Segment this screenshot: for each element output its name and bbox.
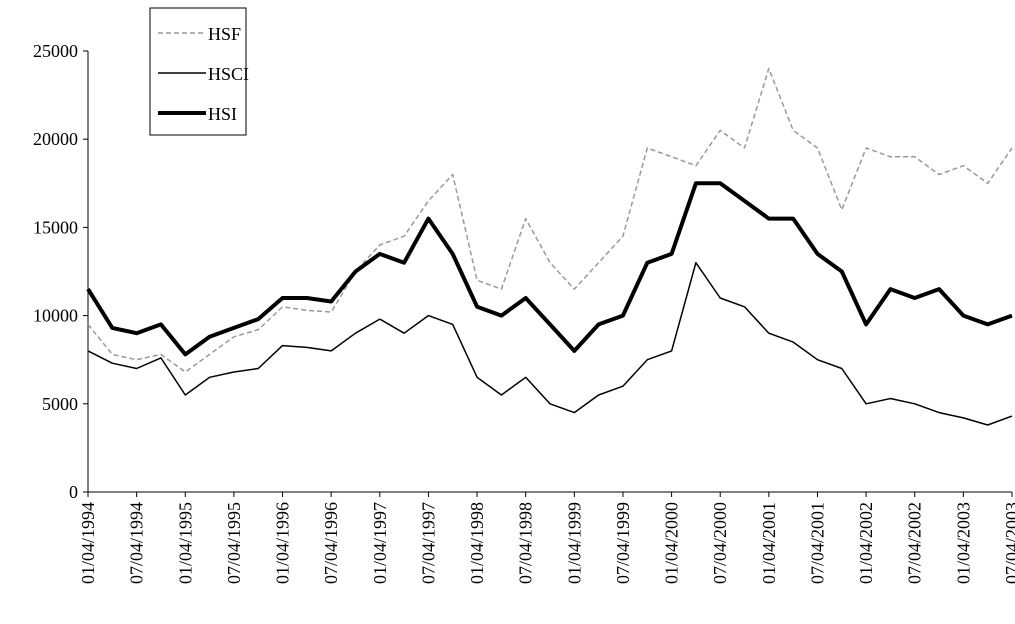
x-tick-label: 01/04/1995	[175, 502, 195, 584]
x-tick-label: 07/04/1997	[418, 502, 438, 584]
x-tick-label: 07/04/1996	[321, 502, 341, 584]
x-tick-label: 01/04/1994	[78, 502, 98, 584]
x-tick-label: 01/04/1999	[564, 502, 584, 584]
x-tick-label: 01/04/1996	[273, 502, 293, 584]
x-tick-label: 01/04/1997	[370, 502, 390, 584]
x-tick-label: 07/04/1995	[224, 502, 244, 584]
series-line	[87, 67, 1013, 373]
x-tick-label: 01/04/2001	[759, 502, 779, 584]
x-tick-label: 07/04/1999	[613, 502, 633, 584]
x-tick-label: 07/04/2000	[710, 502, 730, 584]
series-line	[87, 261, 1013, 426]
y-tick-label: 10000	[33, 306, 78, 326]
y-tick-label: 0	[69, 482, 78, 502]
legend-label: HSF	[208, 24, 241, 44]
x-tick-label: 01/04/2003	[953, 502, 973, 584]
y-tick-label: 20000	[33, 129, 78, 149]
y-tick-label: 15000	[33, 217, 78, 237]
series-line	[86, 181, 1013, 357]
x-tick-label: 07/04/1998	[516, 502, 536, 584]
x-tick-label: 01/04/1998	[467, 502, 487, 584]
y-tick-label: 5000	[42, 394, 78, 414]
x-tick-label: 01/04/2000	[662, 502, 682, 584]
x-tick-label: 07/04/2001	[807, 502, 827, 584]
legend-label: HSI	[208, 104, 237, 124]
legend-label: HSCI	[208, 64, 249, 84]
x-tick-label: 07/04/1994	[127, 502, 147, 584]
x-tick-label: 07/04/2003	[1002, 502, 1015, 584]
x-tick-label: 01/04/2002	[856, 502, 876, 584]
x-tick-label: 07/04/2002	[905, 502, 925, 584]
y-tick-label: 25000	[33, 41, 78, 61]
